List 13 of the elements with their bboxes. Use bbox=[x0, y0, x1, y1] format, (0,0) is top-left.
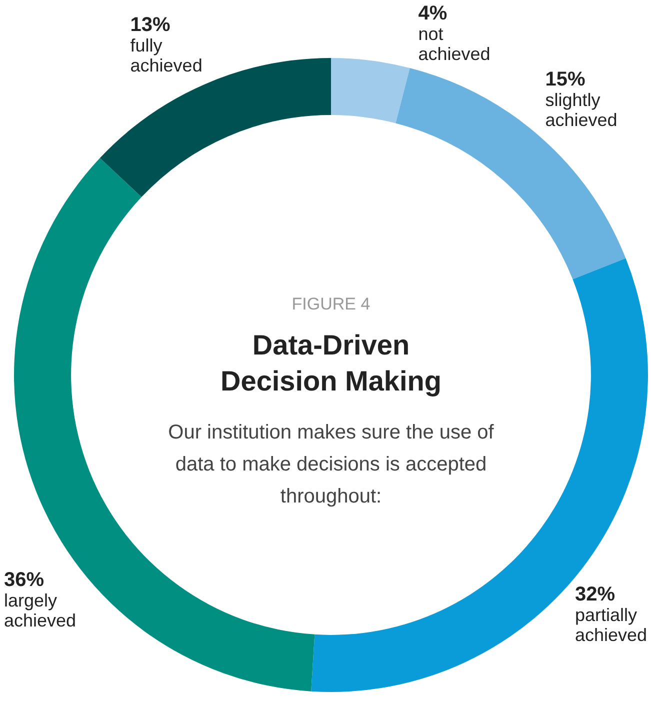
text: Data-Driven Decision Making bbox=[220, 330, 442, 397]
slice-label: slightly achieved bbox=[545, 90, 618, 130]
slice-label: not achieved bbox=[418, 24, 490, 64]
text: FIGURE 4 bbox=[292, 294, 370, 314]
data-label: 32% bbox=[574, 583, 616, 606]
slice-label: partially achieved bbox=[574, 604, 648, 645]
data-label: 13% bbox=[130, 14, 171, 36]
text: Our institution makes sure the use of data to make decisions is accepted throughout: bbox=[168, 422, 494, 508]
slice-label: fully achieved bbox=[130, 36, 202, 76]
slice-label: largely achieved bbox=[4, 590, 76, 630]
data-label: 36% bbox=[4, 568, 44, 591]
data-label: 15% bbox=[545, 68, 586, 90]
data-label: 4% bbox=[418, 2, 448, 25]
